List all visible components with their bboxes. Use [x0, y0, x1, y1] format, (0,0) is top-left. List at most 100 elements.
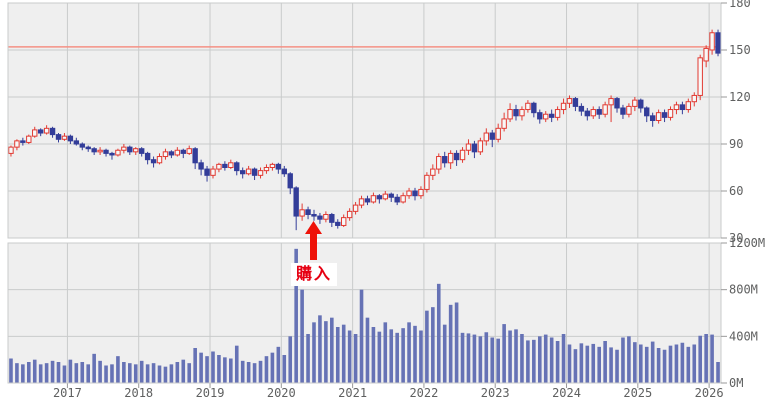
volume-bar — [490, 337, 495, 383]
candle-down — [109, 152, 115, 156]
candle-down — [531, 102, 537, 114]
candle-up — [430, 168, 436, 176]
candle-up — [346, 210, 353, 219]
volume-axis-label: 800M — [729, 283, 758, 297]
candle-down — [572, 98, 579, 107]
volume-bar — [425, 310, 429, 383]
volume-bar — [436, 283, 441, 383]
price-axis-label: 30 — [729, 231, 743, 245]
volume-bar — [62, 365, 67, 383]
candle-down — [138, 148, 145, 154]
volume-bar — [395, 332, 399, 383]
volume-axis-label: 0M — [729, 376, 743, 390]
volume-bar — [80, 362, 85, 383]
x-axis-label: 2019 — [196, 386, 225, 400]
volume-bar — [698, 335, 703, 383]
price-axis-label: 90 — [729, 137, 743, 151]
candle-down — [251, 168, 258, 176]
volume-bar — [407, 322, 411, 383]
volume-bar — [668, 345, 673, 383]
volume-pane-border — [7, 242, 722, 384]
volume-bar — [264, 356, 269, 383]
volume-bar — [442, 324, 447, 383]
candle-up — [447, 152, 454, 164]
candle-up — [673, 104, 680, 111]
volume-bar — [157, 365, 162, 383]
volume-bar — [615, 349, 619, 383]
volume-bar — [122, 362, 126, 383]
candle-up — [156, 156, 163, 164]
volume-bar — [353, 334, 358, 383]
candle-down — [388, 193, 394, 198]
volume-bar — [50, 360, 55, 383]
candle-down — [150, 159, 157, 164]
volume-bar — [567, 344, 572, 383]
candle-up — [26, 135, 32, 143]
candle-down — [513, 109, 519, 117]
candle-up — [501, 118, 507, 129]
candle-up — [566, 98, 573, 104]
volume-bar — [15, 363, 19, 383]
volume-bar — [86, 364, 91, 383]
volume-bar — [413, 325, 417, 383]
candle-down — [144, 152, 151, 161]
x-axis-label: 2020 — [267, 386, 296, 400]
candle-up — [418, 188, 424, 197]
candle-down — [222, 163, 228, 169]
volume-bar — [276, 346, 281, 383]
candle-up — [459, 149, 466, 161]
volume-bar — [74, 363, 79, 383]
volume-bar — [252, 363, 257, 383]
candle-down — [335, 221, 341, 226]
candle-up — [216, 163, 222, 170]
price-axis-label: 150 — [729, 43, 751, 57]
candle-up — [590, 109, 596, 117]
candle-down — [715, 32, 721, 54]
volume-bar — [692, 344, 697, 383]
candle-down — [596, 109, 602, 115]
candle-up — [608, 98, 614, 106]
volume-bar — [674, 344, 679, 383]
candle-down — [37, 129, 44, 134]
candle-up — [519, 109, 525, 117]
candle-down — [578, 105, 585, 112]
candle-up — [323, 214, 329, 220]
candle-down — [679, 104, 686, 111]
candle-down — [364, 198, 371, 203]
price-pane — [8, 3, 721, 238]
volume-bar — [38, 364, 43, 383]
candle-down — [168, 151, 175, 156]
volume-bar — [484, 332, 489, 383]
volume-bar — [448, 304, 453, 383]
candle-up — [602, 104, 608, 115]
candle-down — [287, 173, 293, 189]
candle-down — [305, 209, 311, 216]
volume-bar — [92, 353, 96, 383]
candle-down — [412, 190, 418, 197]
candle-up — [115, 149, 121, 156]
volume-bar — [163, 366, 168, 383]
volume-bar — [656, 348, 661, 383]
volume-bar — [211, 351, 215, 383]
volume-bar — [704, 334, 708, 383]
price-pane-border — [7, 2, 722, 239]
candle-down — [91, 148, 97, 153]
volume-bar — [330, 317, 334, 383]
candle-down — [442, 156, 448, 164]
candle-down — [329, 214, 335, 223]
candle-up — [424, 174, 430, 190]
candle-up — [263, 167, 270, 172]
volume-bar — [508, 330, 512, 383]
volume-bar — [597, 346, 601, 383]
candle-down — [275, 163, 282, 170]
volume-bar — [116, 356, 120, 383]
volume-bar — [377, 331, 382, 383]
volume-bar — [389, 329, 394, 383]
volume-bar — [98, 360, 102, 383]
candle-up — [697, 57, 703, 96]
volume-bar — [680, 342, 685, 383]
candle-up — [352, 204, 359, 212]
volume-bar — [145, 364, 150, 383]
volume-bar — [169, 364, 174, 383]
candle-up — [121, 146, 127, 151]
